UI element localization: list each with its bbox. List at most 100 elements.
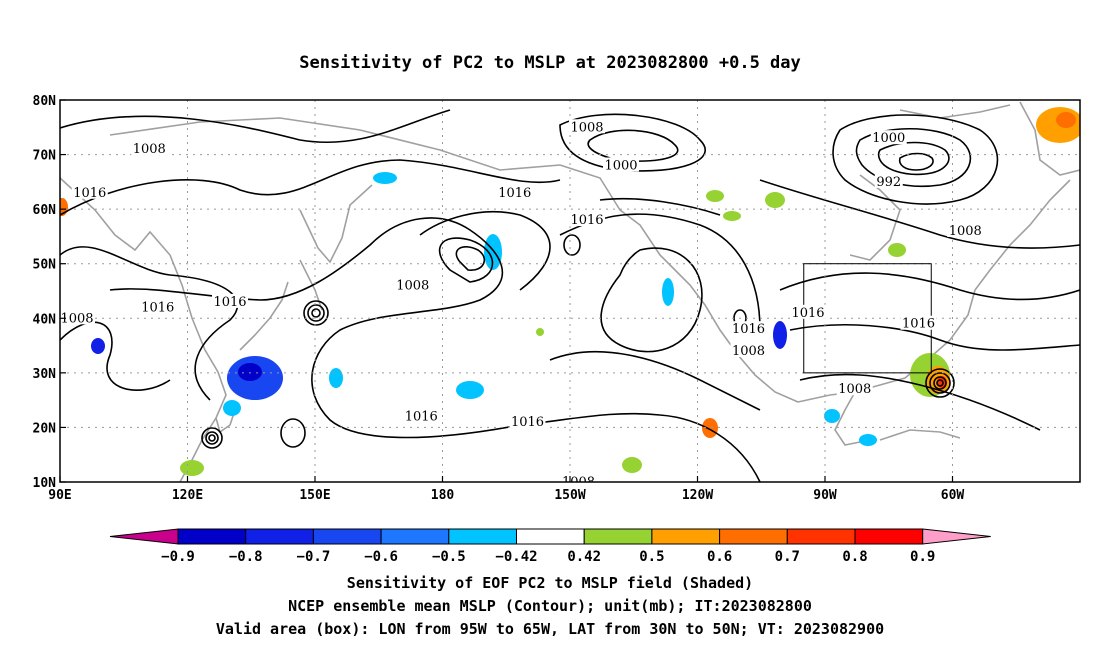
isobar-typhoon-ring <box>311 308 321 318</box>
isobar-label-bg <box>496 184 533 199</box>
sensitivity-shading <box>60 107 1080 476</box>
colorbar-label: 0.7 <box>775 549 800 565</box>
coastline-siberia-arctic <box>109 117 561 171</box>
isobar-label: 1016 <box>570 213 603 228</box>
shade-patch-hudson <box>723 211 741 221</box>
shade-patch-west-pacific <box>329 368 343 388</box>
colorbar-segment <box>651 528 721 545</box>
isobars <box>60 109 1080 482</box>
map-plot-area: 1008 1016 1016 1008 1008 1016 1016 1008 1016 1008… <box>0 100 1080 482</box>
isobar-label-bg <box>870 130 907 145</box>
colorbar-label: −0.42 <box>495 549 537 565</box>
isobar-label: 1016 <box>732 322 765 337</box>
coastline-philippines <box>215 409 236 434</box>
isobar-label-bg <box>569 212 605 227</box>
isobar-label-bg <box>730 343 767 358</box>
isobar-label: 1008 <box>396 279 429 294</box>
isobar-label-bg <box>394 277 431 292</box>
shade-patch-aleutian <box>484 234 502 270</box>
isobar-line <box>60 109 451 144</box>
colorbar-segment <box>516 528 585 545</box>
caption-line-3: Valid area (box): LON from 95W to 65W, L… <box>216 620 884 638</box>
isobar-label-bg <box>836 381 873 396</box>
isobar-label: 1016 <box>902 317 935 332</box>
colorbar-segment <box>786 528 856 545</box>
shade-patch-gulf-alaska <box>662 278 674 306</box>
isobar-label: 992 <box>876 175 901 190</box>
shade-patch-mexico <box>702 418 718 438</box>
isobar-label-bg <box>60 310 95 325</box>
isobar-line <box>898 152 934 171</box>
isobar-hurricane-ring <box>929 372 951 394</box>
shade-patch-baja <box>773 321 787 349</box>
colorbar-label: 0.6 <box>707 549 732 565</box>
shade-patch-central-pacific <box>456 381 484 399</box>
colorbar-segment <box>854 528 924 545</box>
colorbar: −0.9 −0.8 −0.7 −0.6 −0.5 −0.42 0.42 0.5 0.6 0.7 0.… <box>109 528 991 565</box>
colorbar-label: 0.8 <box>842 549 867 565</box>
isobar-line <box>799 373 1041 431</box>
isobar-line <box>587 129 679 162</box>
isobar-label-bg <box>603 157 639 172</box>
shade-patch-gulf-mexico <box>824 409 840 423</box>
figure-title: Sensitivity of PC2 to MSLP at 2023082800… <box>299 53 801 73</box>
colorbar-segment <box>312 528 382 545</box>
shade-patch-yukon <box>706 190 724 202</box>
lat-tick-label: 50N <box>33 258 57 273</box>
coastline-arctic-islands <box>899 104 1011 119</box>
isobar-label: 1008 <box>60 311 93 326</box>
shade-patch-nunavut <box>765 192 785 208</box>
colorbar-label: −0.7 <box>297 549 331 565</box>
isobar-hurricane-ring <box>936 379 944 387</box>
coastline-japan <box>239 281 289 351</box>
isobar-line <box>832 114 999 205</box>
isobar-label: 1000 <box>604 158 637 173</box>
colorbar-label: −0.9 <box>161 549 195 565</box>
isobar-line <box>438 237 494 283</box>
isobar-typhoon-ring <box>201 427 223 449</box>
isobar-label: 1008 <box>570 120 603 135</box>
lat-tick-label: 30N <box>33 367 57 382</box>
isobar-line <box>789 324 1080 351</box>
lon-tick-label: 150W <box>554 488 585 503</box>
isobar-label: 1016 <box>511 415 544 430</box>
isobar-label-bg <box>730 321 767 336</box>
colorbar-segment <box>448 528 517 545</box>
lat-tick-label: 70N <box>33 149 57 164</box>
isobar-typhoon-ring <box>307 304 325 322</box>
lon-tick-label: 90W <box>813 488 837 503</box>
colorbar-over-triangle <box>922 528 991 545</box>
shade-patch-labrador <box>888 243 906 257</box>
shade-patch-small-pacific <box>536 328 544 336</box>
isobar-closed-high <box>280 418 306 448</box>
isobar-label-bg <box>947 222 984 237</box>
isobar-label-bg <box>71 184 108 199</box>
isobar-line <box>109 217 521 439</box>
isobar-hurricane-ring <box>925 368 955 398</box>
isobar-line <box>759 179 1080 249</box>
lat-tick-label: 60N <box>33 203 57 218</box>
coastlines <box>60 101 1080 482</box>
colorbar-label: −0.5 <box>432 549 466 565</box>
colorbar-segment <box>245 528 314 545</box>
isobar-label-bg <box>212 293 248 308</box>
isobar-label-bg <box>874 173 903 188</box>
gridlines <box>60 100 1080 482</box>
isobar-typhoon-ring <box>208 434 216 442</box>
shade-patch-south-china-sea <box>180 460 204 476</box>
isobar-label: 1016 <box>73 186 106 201</box>
isobar-line <box>455 246 486 271</box>
isobar-line <box>599 197 721 216</box>
isobar-label: 1016 <box>0 289 17 304</box>
colorbar-segment <box>177 528 247 545</box>
isobar-label-bg <box>139 299 176 314</box>
coastline-gulf-mexico <box>834 391 871 446</box>
coastline-alaska <box>559 164 799 403</box>
coastline-caribbean <box>879 429 961 441</box>
colorbar-label: −0.6 <box>364 549 398 565</box>
caption-line-1: Sensitivity of EOF PC2 to MSLP field (Sh… <box>347 574 753 592</box>
lon-tick-label: 180 <box>431 488 455 503</box>
isobar-line <box>60 321 171 391</box>
shade-patch-bering <box>373 172 397 184</box>
isobar-label: 1008 <box>838 382 871 397</box>
